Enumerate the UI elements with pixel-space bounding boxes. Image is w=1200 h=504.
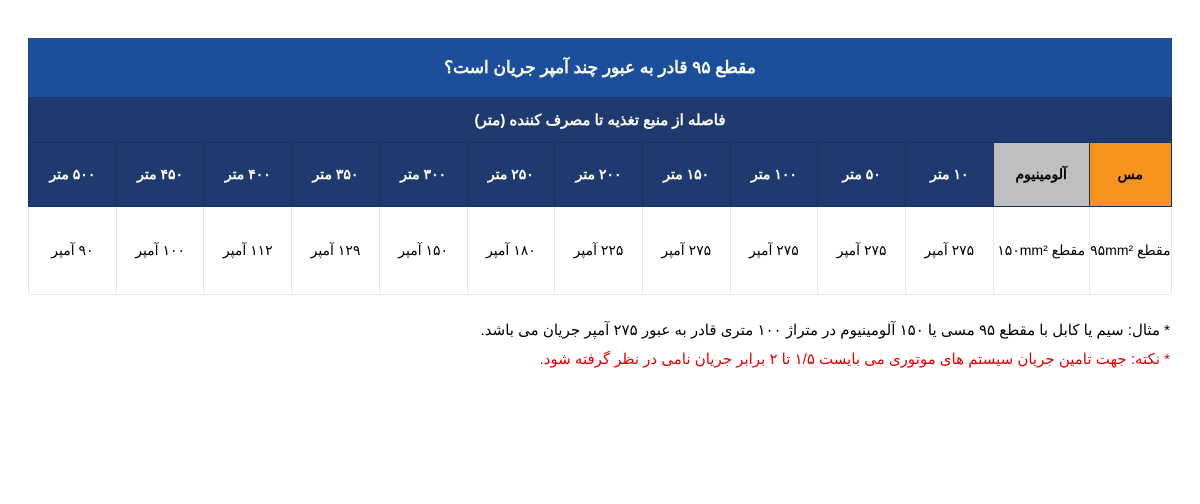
cell-amp: ۱۲۹ آمپر [292,207,380,295]
header-distance: ۴۵۰ متر [116,143,204,207]
table-subtitle-row: فاصله از منبع تغذیه تا مصرف کننده (متر) [29,97,1172,143]
header-distance: ۱۰۰ متر [730,143,818,207]
table-data-row: مقطع ۹۵mm² مقطع ۱۵۰mm² ۲۷۵ آمپر ۲۷۵ آمپر… [29,207,1172,295]
cell-amp: ۱۰۰ آمپر [116,207,204,295]
header-distance: ۲۰۰ متر [555,143,643,207]
cell-amp: ۱۱۲ آمپر [204,207,292,295]
table-title-row: مقطع ۹۵ قادر به عبور چند آمپر جریان است؟ [29,39,1172,97]
table-title: مقطع ۹۵ قادر به عبور چند آمپر جریان است؟ [29,39,1172,97]
header-distance: ۲۵۰ متر [467,143,555,207]
table-subtitle: فاصله از منبع تغذیه تا مصرف کننده (متر) [29,97,1172,143]
cell-amp: ۲۷۵ آمپر [730,207,818,295]
header-copper: مس [1089,143,1171,207]
header-distance: ۴۰۰ متر [204,143,292,207]
cell-copper-section: مقطع ۹۵mm² [1089,207,1171,295]
note-example: * مثال: سیم یا کابل با مقطع ۹۵ مسی یا ۱۵… [30,317,1170,346]
table-header-row: مس آلومینیوم ۱۰ متر ۵۰ متر ۱۰۰ متر ۱۵۰ م… [29,143,1172,207]
header-distance: ۳۵۰ متر [292,143,380,207]
cell-amp: ۲۷۵ آمپر [905,207,993,295]
cell-amp: ۱۵۰ آمپر [379,207,467,295]
cell-amp: ۹۰ آمپر [29,207,117,295]
header-aluminum: آلومینیوم [993,143,1089,207]
note-warning: * نکته: جهت تامین جریان سیستم های موتوری… [30,346,1170,375]
cell-aluminum-section: مقطع ۱۵۰mm² [993,207,1089,295]
cell-amp: ۲۷۵ آمپر [818,207,906,295]
header-distance: ۳۰۰ متر [379,143,467,207]
cable-ampacity-table: مقطع ۹۵ قادر به عبور چند آمپر جریان است؟… [28,38,1172,295]
header-distance: ۱۵۰ متر [642,143,730,207]
header-distance: ۱۰ متر [905,143,993,207]
header-distance: ۵۰ متر [818,143,906,207]
notes-section: * مثال: سیم یا کابل با مقطع ۹۵ مسی یا ۱۵… [28,317,1172,374]
cell-amp: ۲۷۵ آمپر [642,207,730,295]
header-distance: ۵۰۰ متر [29,143,117,207]
cell-amp: ۱۸۰ آمپر [467,207,555,295]
cell-amp: ۲۲۵ آمپر [555,207,643,295]
